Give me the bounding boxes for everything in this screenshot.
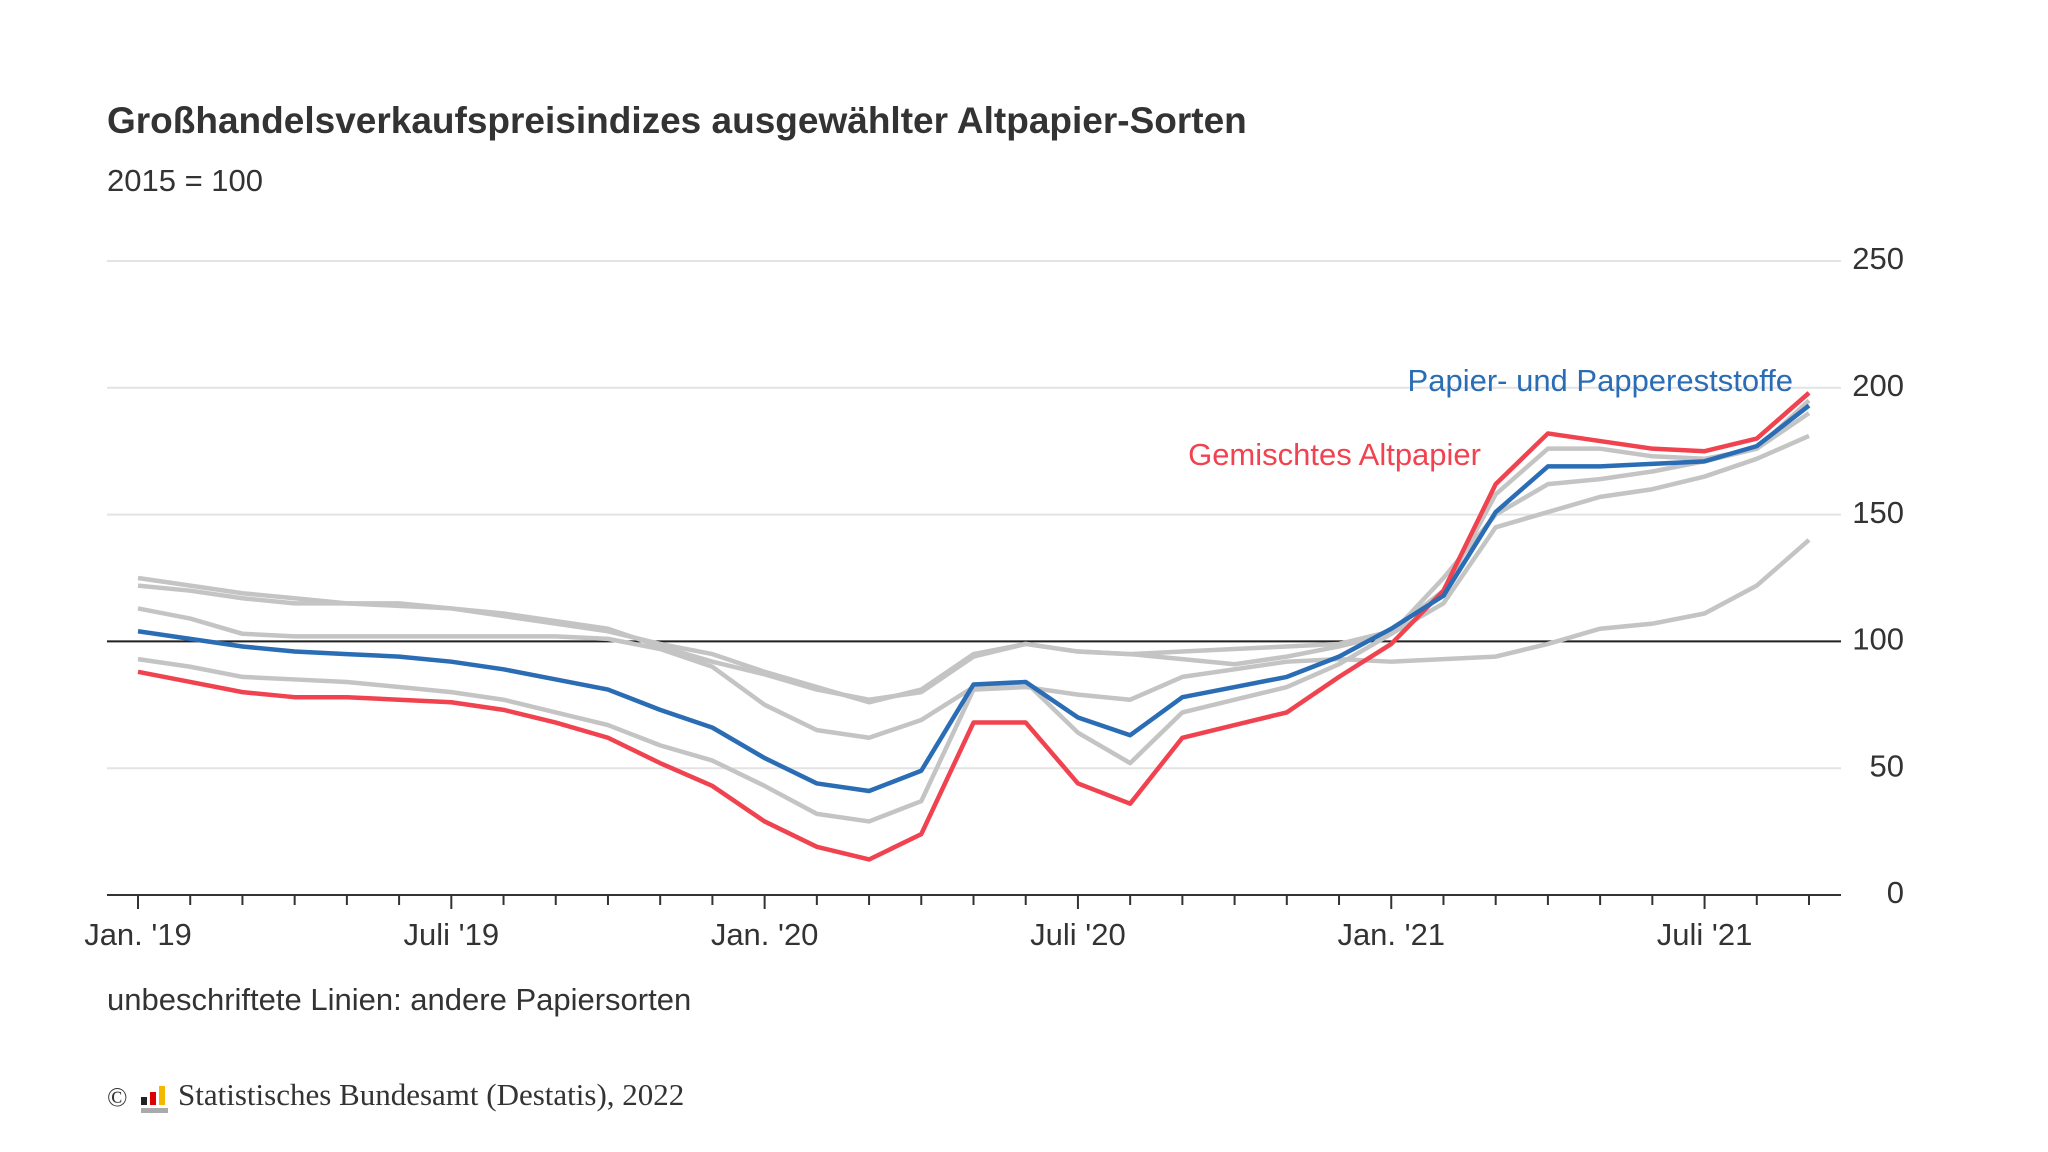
y-tick-label: 100 — [1852, 622, 1904, 657]
logo-bar — [141, 1108, 168, 1113]
x-tick-label: Juli '21 — [1657, 917, 1753, 952]
x-tick-label: Jan. '19 — [84, 917, 192, 952]
logo — [141, 1086, 168, 1113]
x-tick-label: Jan. '21 — [1337, 917, 1445, 952]
series-label: Gemischtes Altpapier — [1188, 437, 1481, 472]
y-tick-label: 50 — [1870, 748, 1904, 783]
source: Statistisches Bundesamt (Destatis), 2022 — [178, 1077, 684, 1112]
x-tick-label: Juli '20 — [1030, 917, 1126, 952]
logo-bar — [159, 1086, 165, 1105]
y-tick-label: 200 — [1852, 368, 1904, 403]
series-line — [137, 391, 1811, 862]
series-label: Papier- und Pappereststoffe — [1408, 363, 1793, 398]
note: unbeschriftete Linien: andere Papiersort… — [107, 982, 691, 1017]
copyright: © — [107, 1082, 128, 1112]
other-series-line — [137, 538, 1811, 824]
y-tick-label: 250 — [1852, 241, 1904, 276]
x-tick-label: Jan. '20 — [711, 917, 819, 952]
other-series-line — [137, 411, 1811, 705]
logo-bar — [150, 1092, 156, 1105]
x-tick-label: Juli '19 — [404, 917, 500, 952]
logo-bar — [141, 1097, 147, 1105]
chart-title: Großhandelsverkaufspreisindizes ausgewäh… — [107, 100, 1247, 141]
chart-subtitle: 2015 = 100 — [107, 163, 263, 198]
series-line — [137, 403, 1811, 794]
y-tick-label: 0 — [1887, 875, 1904, 910]
y-tick-label: 150 — [1852, 495, 1904, 530]
